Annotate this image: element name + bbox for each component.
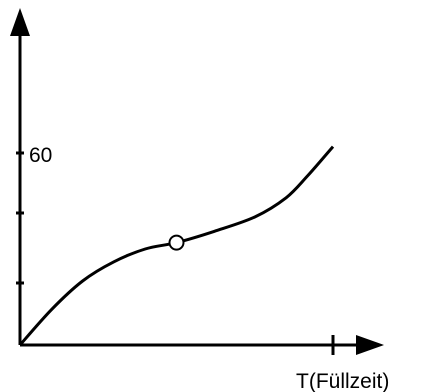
y-axis-arrow-icon bbox=[10, 8, 30, 36]
y-tick-label: 60 bbox=[29, 144, 52, 167]
x-axis-arrow-icon bbox=[356, 335, 384, 355]
plot-area bbox=[18, 145, 335, 346]
x-axis-label: T(Füllzeit) bbox=[296, 370, 389, 392]
marker-point bbox=[168, 234, 185, 251]
